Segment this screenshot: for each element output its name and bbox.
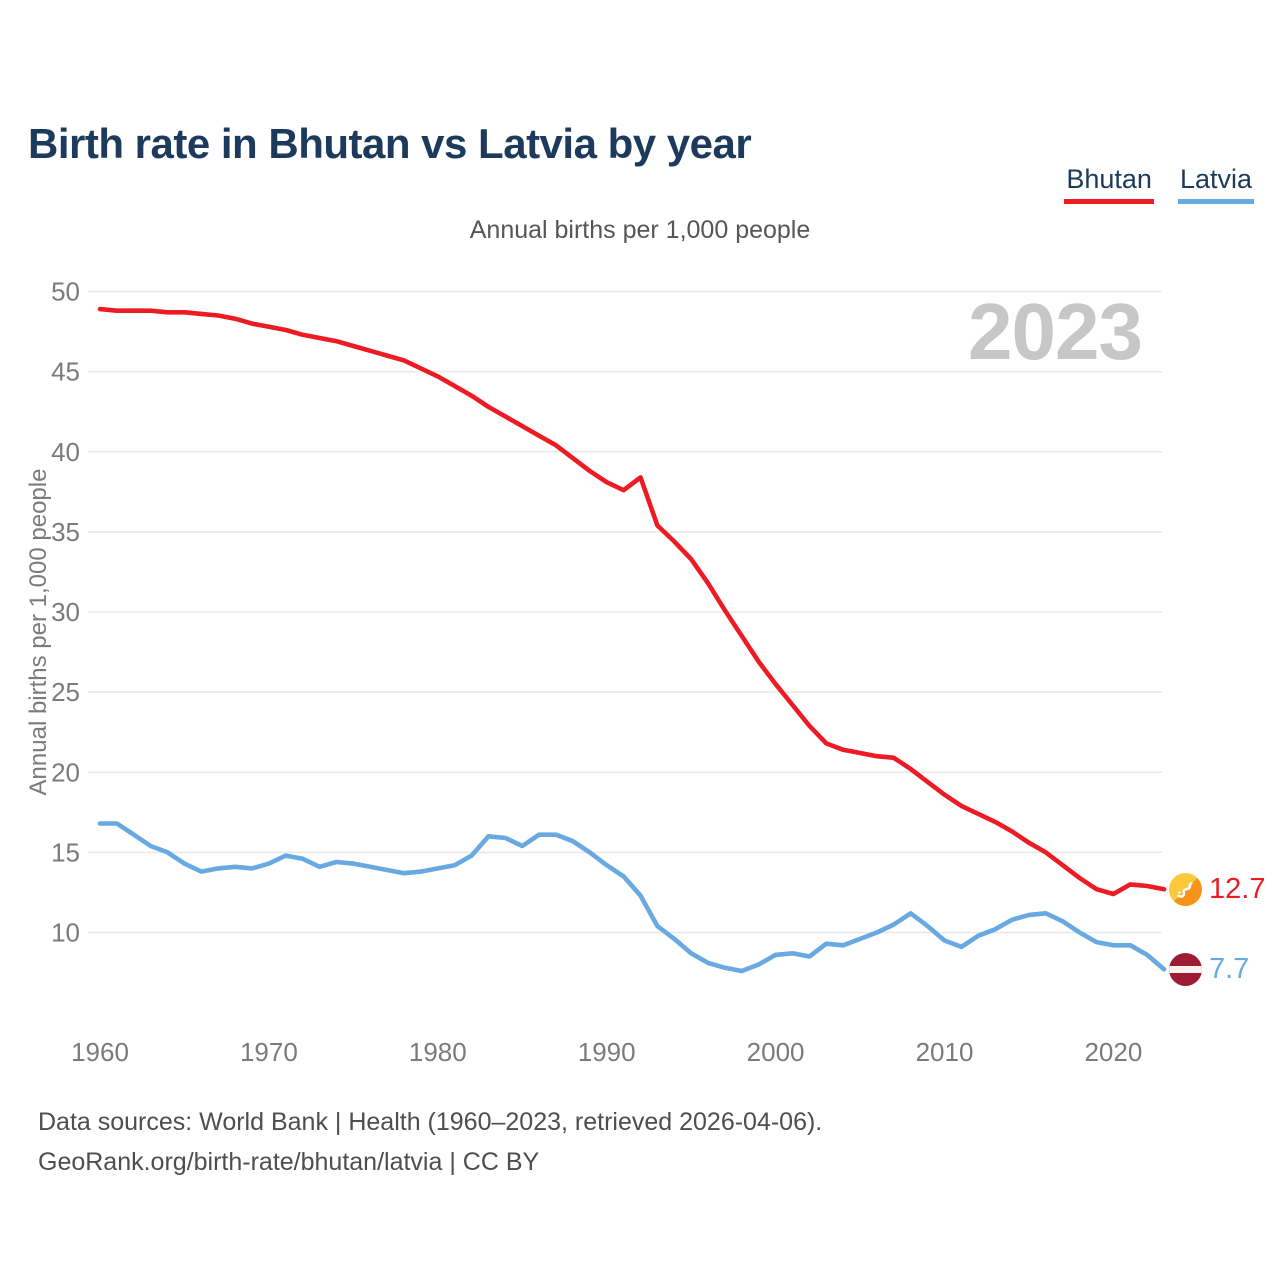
legend: Bhutan Latvia [1064, 164, 1254, 204]
legend-label-bhutan: Bhutan [1066, 164, 1152, 194]
x-tick-label: 1970 [240, 1037, 298, 1067]
legend-label-latvia: Latvia [1179, 164, 1252, 194]
legend-item-latvia[interactable]: Latvia [1177, 164, 1254, 204]
y-tick-label: 45 [51, 357, 80, 387]
latvia-flag-icon [1169, 953, 1202, 986]
y-tick-label: 10 [51, 918, 80, 948]
x-tick-label: 1990 [578, 1037, 636, 1067]
latvia-end-label: 7.7 [1169, 953, 1249, 986]
y-tick-label: 30 [51, 597, 80, 627]
bhutan-line[interactable] [97, 306, 1167, 897]
year-watermark: 2023 [968, 287, 1143, 376]
x-tick-label: 2020 [1084, 1037, 1142, 1067]
y-tick-label: 35 [51, 517, 80, 547]
data-source-note: Data sources: World Bank | Health (1960–… [38, 1108, 823, 1136]
attribution-note: GeoRank.org/birth-rate/bhutan/latvia | C… [38, 1148, 540, 1176]
y-tick-label: 15 [51, 837, 80, 867]
bhutan-flag-icon [1169, 873, 1202, 906]
legend-item-bhutan[interactable]: Bhutan [1064, 164, 1154, 204]
y-tick-label: 40 [51, 437, 80, 467]
x-tick-label: 2010 [916, 1037, 974, 1067]
footer: Data sources: World Bank | Health (1960–… [38, 1102, 822, 1182]
page-title: Birth rate in Bhutan vs Latvia by year [28, 120, 752, 168]
latvia-line[interactable] [97, 821, 1167, 974]
bhutan-end-label: 12.7 [1169, 873, 1265, 906]
y-tick-label: 25 [51, 677, 80, 707]
bhutan-end-value: 12.7 [1209, 873, 1266, 905]
y-axis-title: Annual births per 1,000 people [25, 469, 52, 796]
latvia-end-value: 7.7 [1209, 953, 1250, 985]
y-tick-label: 50 [51, 277, 80, 307]
x-tick-label: 2000 [747, 1037, 805, 1067]
y-tick-label: 20 [51, 757, 80, 787]
x-tick-label: 1980 [409, 1037, 467, 1067]
chart-subtitle: Annual births per 1,000 people [469, 216, 811, 244]
x-tick-label: 1960 [71, 1037, 129, 1067]
